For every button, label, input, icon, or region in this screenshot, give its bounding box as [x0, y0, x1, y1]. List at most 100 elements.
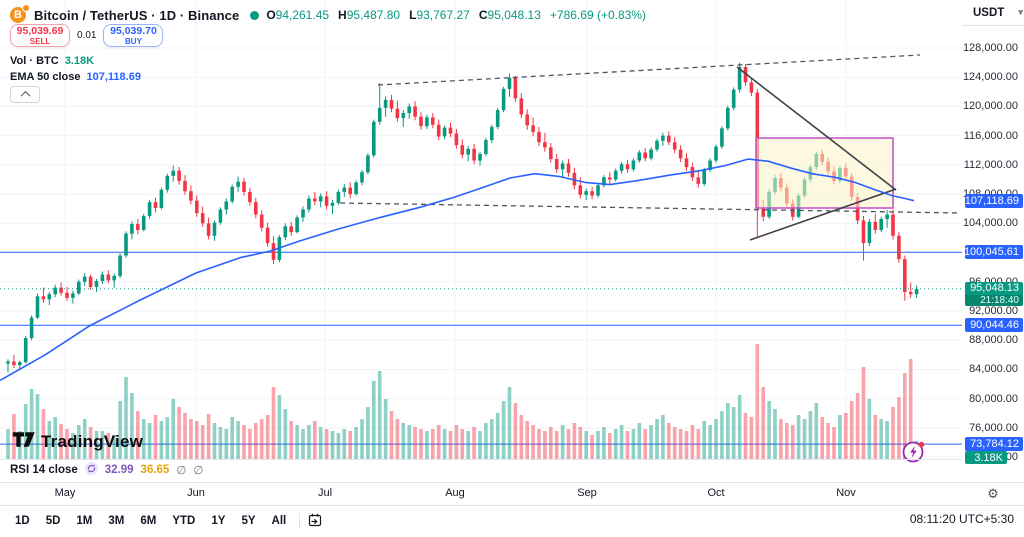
- range-button-6m[interactable]: 6M: [140, 515, 157, 527]
- volume-bar: [59, 424, 63, 459]
- candle-body: [389, 99, 394, 109]
- candle-body: [330, 202, 335, 206]
- buy-price: 95,039.70: [110, 24, 157, 37]
- volume-bar: [667, 423, 671, 459]
- range-button-5d[interactable]: 5D: [45, 515, 61, 527]
- candle-body: [490, 126, 494, 141]
- volume-bar: [649, 425, 653, 459]
- volume-bar: [248, 429, 252, 459]
- candle-body: [200, 213, 205, 224]
- change-value: +786.69 (+0.83%): [549, 8, 646, 22]
- buy-button[interactable]: 95,039.70 BUY: [103, 24, 164, 47]
- session-clock[interactable]: 08:11:20 UTC+5:30: [909, 512, 1014, 526]
- rectangle-drawing[interactable]: [755, 137, 894, 209]
- volume-bar: [29, 389, 34, 459]
- candle-body: [537, 132, 541, 143]
- upper-dashed-trendline[interactable]: [377, 54, 921, 86]
- candle-body: [743, 66, 748, 83]
- sell-button[interactable]: 95,039.69 SELL: [10, 24, 70, 47]
- volume-legend[interactable]: Vol · BTC 3.18K: [10, 55, 95, 67]
- chart-canvas[interactable]: [0, 0, 962, 482]
- volume-bar: [177, 407, 181, 459]
- watermark-text: TradingView: [41, 432, 144, 451]
- candle-body: [501, 88, 506, 111]
- candle-body: [206, 223, 211, 236]
- volume-bar: [218, 427, 223, 459]
- price-line-badge: 90,044.46: [965, 318, 1023, 333]
- volume-bar: [277, 395, 282, 459]
- ascending-trendline[interactable]: [749, 188, 897, 241]
- symbol-legend[interactable]: B Bitcoin / TetherUS · 1D · Binance O94,…: [10, 3, 646, 24]
- symbol-title[interactable]: Bitcoin / TetherUS · 1D · Binance: [34, 7, 240, 23]
- candle-body: [431, 117, 435, 125]
- volume-bar: [790, 425, 795, 459]
- volume-bar: [672, 427, 677, 459]
- volume-bar: [501, 401, 506, 459]
- candle-body: [543, 142, 547, 148]
- pane-separator[interactable]: [0, 459, 962, 460]
- lower-dashed-trendline[interactable]: [339, 202, 961, 214]
- volume-bar: [714, 419, 718, 459]
- quick-trade-lightning-button[interactable]: [901, 439, 929, 470]
- price-axis-label: 120,000.00: [962, 100, 1018, 113]
- range-button-1m[interactable]: 1M: [76, 515, 93, 527]
- volume-bar: [407, 425, 411, 459]
- candle-body: [383, 99, 388, 108]
- candle-body: [714, 146, 718, 161]
- range-button-1d[interactable]: 1D: [15, 515, 30, 527]
- candle-body: [897, 235, 901, 260]
- range-button-ytd[interactable]: YTD: [172, 515, 196, 527]
- candle-body: [602, 177, 606, 186]
- range-button-all[interactable]: All: [271, 515, 287, 527]
- volume-bar: [826, 423, 830, 459]
- volume-bar: [159, 421, 164, 459]
- candle-body: [224, 201, 229, 210]
- volume-bar: [165, 417, 170, 459]
- candle-body: [407, 106, 411, 114]
- volume-bar: [490, 419, 494, 459]
- go-to-date-calendar-icon[interactable]: [307, 512, 323, 528]
- ema50-line[interactable]: [0, 158, 915, 382]
- time-axis-separator: [0, 482, 1024, 483]
- volume-bar: [419, 429, 423, 459]
- volume-bar: [554, 431, 559, 459]
- candle-body: [419, 116, 423, 127]
- collapse-legend-button[interactable]: [10, 86, 40, 103]
- candle-body: [159, 189, 164, 209]
- volume-bar: [106, 433, 111, 459]
- volume-bar: [838, 415, 842, 459]
- gear-icon[interactable]: ⚙: [987, 486, 999, 501]
- price-axis[interactable]: USDT ▾ 128,000.00 124,000.00 120,000.00 116…: [962, 0, 1024, 482]
- currency-selector[interactable]: USDT ▾: [962, 0, 1024, 26]
- volume-bar: [849, 401, 854, 459]
- range-button-1y[interactable]: 1Y: [211, 515, 226, 527]
- volume-bar: [873, 415, 878, 459]
- candle-body: [6, 361, 10, 364]
- volume-bar: [560, 425, 565, 459]
- ema-legend[interactable]: EMA 50 close 107,118.69: [10, 71, 141, 83]
- range-button-5y[interactable]: 5Y: [241, 515, 256, 527]
- volume-bar: [41, 409, 46, 459]
- candle-body: [318, 196, 323, 202]
- volume-bar: [543, 431, 547, 459]
- volume-bar: [779, 419, 783, 459]
- candle-body: [53, 287, 57, 295]
- candle-body: [891, 214, 895, 236]
- range-button-3m[interactable]: 3M: [108, 515, 125, 527]
- volume-bar: [690, 425, 695, 459]
- candle-body: [584, 191, 588, 195]
- candle-body: [259, 214, 264, 228]
- volume-bar: [454, 425, 459, 459]
- volume-value: 3.18K: [64, 55, 95, 67]
- time-axis[interactable]: ⚙ May Jun Jul Aug Sep Oct Nov: [0, 483, 1024, 505]
- price-axis-label: 124,000.00: [962, 71, 1018, 84]
- volume-bar: [584, 431, 588, 459]
- volume-bar: [330, 431, 335, 459]
- descending-trendline[interactable]: [736, 66, 897, 191]
- candle-body: [124, 233, 128, 256]
- candle-body: [324, 196, 329, 206]
- last-price-value: 95,048.13: [965, 281, 1023, 295]
- tradingview-watermark[interactable]: TradingView: [12, 430, 143, 454]
- candle-body: [702, 170, 706, 184]
- rsi-legend[interactable]: RSI 14 close 32.99 36.65 ∅ ∅: [10, 462, 204, 477]
